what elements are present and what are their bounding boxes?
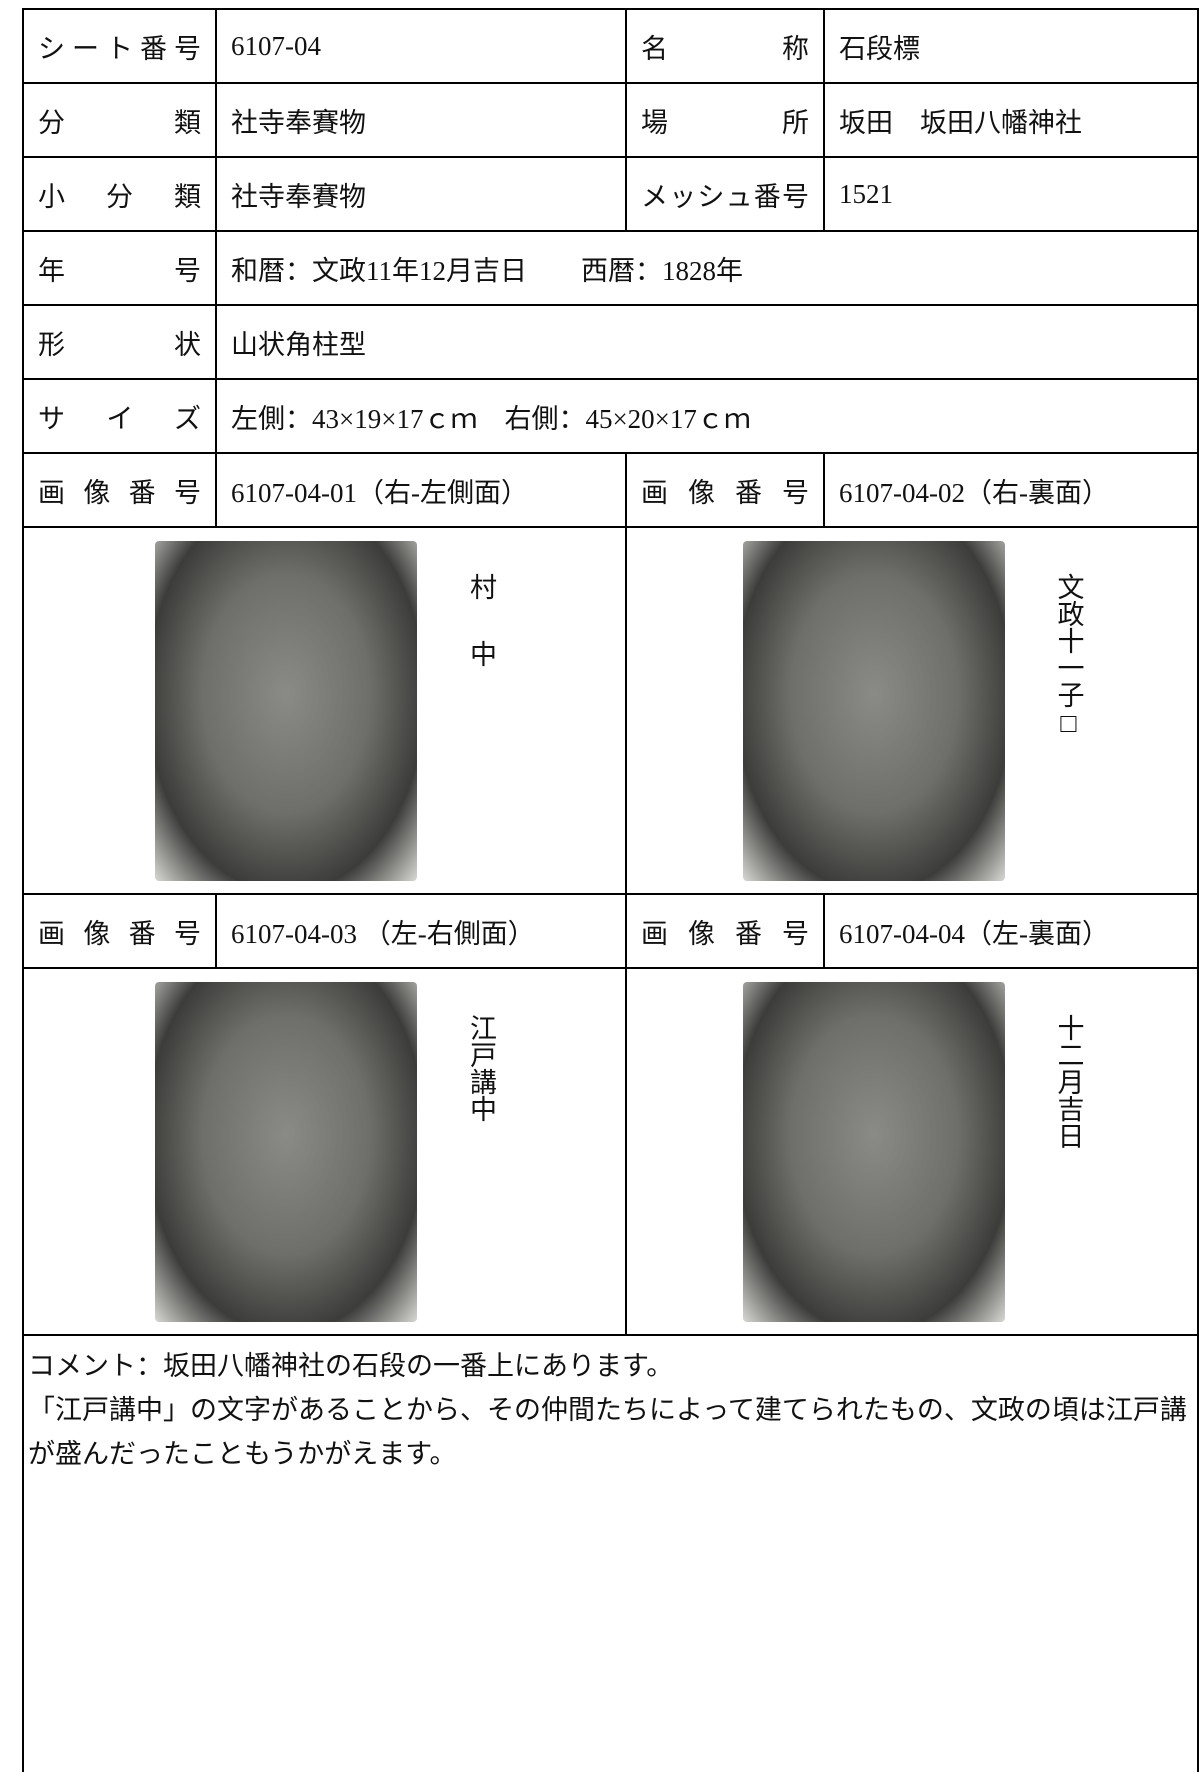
field-label: 分類 — [22, 82, 217, 158]
row: サイズ 左側：43×19×17ｃｍ 右側：45×20×17ｃｍ — [22, 378, 1199, 454]
comment: コメント：坂田八幡神社の石段の一番上にあります。「江戸講中」の文字があることから… — [22, 1334, 1199, 1772]
inscription: 文政十一子□ — [1053, 573, 1084, 738]
inscription: 十二月吉日 — [1053, 1014, 1084, 1149]
photo-row: 村中 文政十一子□ — [22, 526, 1199, 895]
photo-wrap: 文政十一子□ — [628, 529, 1196, 892]
field-label: サイズ — [22, 378, 217, 454]
field-value: 社寺奉賽物 — [215, 82, 627, 158]
photo-number: 6107-04-04（左-裏面） — [823, 893, 1199, 969]
photo-cell: 十二月吉日 — [625, 967, 1199, 1336]
photo — [155, 981, 417, 1322]
photo — [742, 981, 1005, 1322]
photo-wrap: 江戸講中 — [25, 970, 624, 1333]
field-label: 場所 — [625, 82, 825, 158]
table-body: シート番号 6107-04 名称 石段標 分類 社寺奉賽物 場所 坂田 坂田八幡神社 小分類 社寺… — [22, 8, 1199, 1772]
comment-line: コメント：坂田八幡神社の石段の一番上にあります。 — [28, 1351, 674, 1381]
comment-row: コメント：坂田八幡神社の石段の一番上にあります。「江戸講中」の文字があることから… — [22, 1334, 1199, 1772]
field-label: 小分類 — [22, 156, 217, 232]
inscription: 江戸講中 — [466, 1014, 496, 1122]
photo-label: 画像番号 — [22, 893, 217, 969]
inscription: 村中 — [466, 573, 496, 707]
field-value: 坂田 坂田八幡神社 — [823, 82, 1199, 158]
photo-number: 6107-04-03 （左-右側面） — [215, 893, 627, 969]
field-value: 山状角柱型 — [215, 304, 1199, 380]
photo-cell: 江戸講中 — [22, 967, 627, 1336]
row: 分類 社寺奉賽物 場所 坂田 坂田八幡神社 — [22, 82, 1199, 158]
row: 形状 山状角柱型 — [22, 304, 1199, 380]
photo-cell: 村中 — [22, 526, 627, 895]
row: 小分類 社寺奉賽物 メッシュ番号 1521 — [22, 156, 1199, 232]
photo-label: 画像番号 — [625, 893, 825, 969]
field-value: 左側：43×19×17ｃｍ 右側：45×20×17ｃｍ — [215, 378, 1199, 454]
field-label: 年号 — [22, 230, 217, 306]
field-value: 石段標 — [823, 8, 1199, 84]
field-value: 社寺奉賽物 — [215, 156, 627, 232]
photo-number: 6107-04-01（右-左側面） — [215, 452, 627, 528]
photo-row: 江戸講中 十二月吉日 — [22, 967, 1199, 1336]
field-label: シート番号 — [22, 8, 217, 84]
photo-header-row: 画像番号 6107-04-01（右-左側面） 画像番号 6107-04-02（右-裏面… — [22, 452, 1199, 528]
photo-label: 画像番号 — [625, 452, 825, 528]
record-sheet: シート番号 6107-04 名称 石段標 分類 社寺奉賽物 場所 坂田 坂田八幡神社 小分類 社寺… — [22, 8, 1199, 1772]
photo — [742, 540, 1005, 881]
field-label: 名称 — [625, 8, 825, 84]
field-value: 和暦：文政11年12月吉日 西暦：1828年 — [215, 230, 1199, 306]
field-value: 6107-04 — [215, 8, 627, 84]
photo-wrap: 村中 — [25, 529, 624, 892]
field-label: 形状 — [22, 304, 217, 380]
photo-wrap: 十二月吉日 — [628, 970, 1196, 1333]
row: シート番号 6107-04 名称 石段標 — [22, 8, 1199, 84]
field-value: 1521 — [823, 156, 1199, 232]
row: 年号 和暦：文政11年12月吉日 西暦：1828年 — [22, 230, 1199, 306]
photo-label: 画像番号 — [22, 452, 217, 528]
photo-cell: 文政十一子□ — [625, 526, 1199, 895]
comment-line: 「江戸講中」の文字があることから、その仲間たちによって建てられたもの、文政の頃は… — [28, 1395, 1187, 1469]
photo-header-row: 画像番号 6107-04-03 （左-右側面） 画像番号 6107-04-04（左-裏… — [22, 893, 1199, 969]
photo — [155, 540, 417, 881]
photo-number: 6107-04-02（右-裏面） — [823, 452, 1199, 528]
field-label: メッシュ番号 — [625, 156, 825, 232]
